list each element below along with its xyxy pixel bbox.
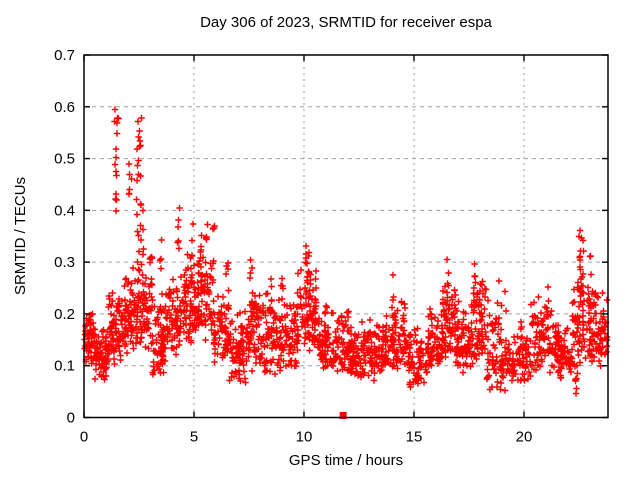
y-tick-label: 0.3: [54, 254, 75, 271]
plot-border: [83, 54, 609, 419]
x-tick-label: 5: [190, 429, 198, 446]
x-tick-label: 20: [516, 429, 533, 446]
x-tick-label: 15: [406, 429, 423, 446]
y-tick-label: 0.7: [54, 47, 75, 64]
y-tick-label: 0.2: [54, 306, 75, 323]
x-tick-label: 0: [80, 429, 88, 446]
y-tick-label: 0: [67, 410, 75, 427]
y-tick-label: 0.4: [54, 202, 75, 219]
x-tick-label: 10: [296, 429, 313, 446]
y-tick-label: 0.6: [54, 99, 75, 116]
flagged-epoch-marker: [339, 411, 347, 419]
x-axis-label: GPS time / hours: [288, 452, 404, 469]
y-tick-label: 0.5: [54, 151, 75, 168]
chart-title: Day 306 of 2023, SRMTID for receiver esp…: [200, 14, 492, 31]
srmtid-scatter-points: [81, 106, 611, 397]
y-tick-label: 0.1: [54, 358, 75, 375]
